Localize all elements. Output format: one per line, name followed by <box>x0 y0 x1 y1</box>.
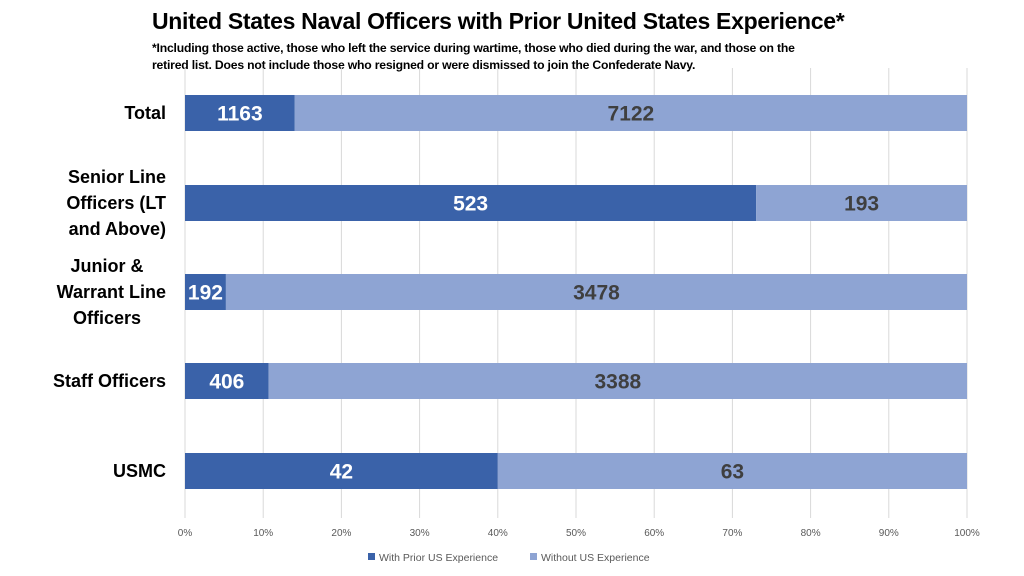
legend-label: With Prior US Experience <box>379 552 498 564</box>
data-label: 7122 <box>608 103 655 126</box>
legend-swatch <box>530 553 537 560</box>
bar-segment-with-prior <box>185 95 295 131</box>
data-label: 3388 <box>594 371 641 394</box>
category-label: USMC <box>113 461 166 481</box>
chart-title: United States Naval Officers with Prior … <box>152 8 845 34</box>
category-label: Staff Officers <box>53 371 166 391</box>
x-tick-label: 40% <box>488 528 508 539</box>
bar-segment-without <box>756 185 967 221</box>
x-axis-ticks: 0% 10% 20% 30% 40% 50% 60% 70% 80% 90% 100% <box>178 528 980 539</box>
category-label: and Above) <box>69 219 166 239</box>
data-label: 1163 <box>217 103 263 126</box>
category-label: Junior & <box>70 256 143 276</box>
chart-subtitle-line-2: retired list. Does not include those who… <box>152 58 696 72</box>
data-label: 42 <box>330 461 353 484</box>
x-tick-label: 60% <box>644 528 664 539</box>
x-tick-label: 70% <box>722 528 742 539</box>
category-label: Total <box>124 103 166 123</box>
data-labels: 1163 7122 523 193 192 3478 406 3388 42 63 <box>188 103 879 484</box>
legend-swatch <box>368 553 375 560</box>
chart-subtitle-line-1: *Including those active, those who left … <box>152 41 795 55</box>
x-tick-label: 0% <box>178 528 193 539</box>
data-label: 192 <box>188 282 223 305</box>
bar-segment-with-prior <box>185 274 226 310</box>
x-tick-label: 10% <box>253 528 273 539</box>
bar-segment-without <box>497 453 967 489</box>
category-label: Officers <box>73 308 141 328</box>
data-label: 523 <box>453 193 488 216</box>
legend: With Prior US Experience Without US Exper… <box>368 552 650 564</box>
x-tick-label: 90% <box>879 528 899 539</box>
bars <box>185 95 968 489</box>
category-label: Officers (LT <box>66 193 166 213</box>
data-label: 3478 <box>573 282 620 305</box>
data-label: 63 <box>721 461 744 484</box>
bar-segment-with-prior <box>185 453 498 489</box>
x-tick-label: 30% <box>410 528 430 539</box>
bar-segment-without <box>225 274 967 310</box>
x-tick-label: 50% <box>566 528 586 539</box>
data-label: 193 <box>844 193 879 216</box>
x-tick-label: 100% <box>954 528 980 539</box>
x-tick-label: 80% <box>801 528 821 539</box>
bar-segment-without <box>294 95 968 131</box>
bar-segment-without <box>268 363 968 399</box>
bar-segment-with-prior <box>185 363 269 399</box>
category-label: Senior Line <box>68 167 166 187</box>
category-label: Warrant Line <box>57 282 166 302</box>
legend-label: Without US Experience <box>541 552 650 564</box>
category-labels: Total Senior Line Officers (LT and Above) Ju… <box>53 103 166 481</box>
data-label: 406 <box>209 371 244 394</box>
x-tick-label: 20% <box>331 528 351 539</box>
bar-segment-with-prior <box>185 185 757 221</box>
